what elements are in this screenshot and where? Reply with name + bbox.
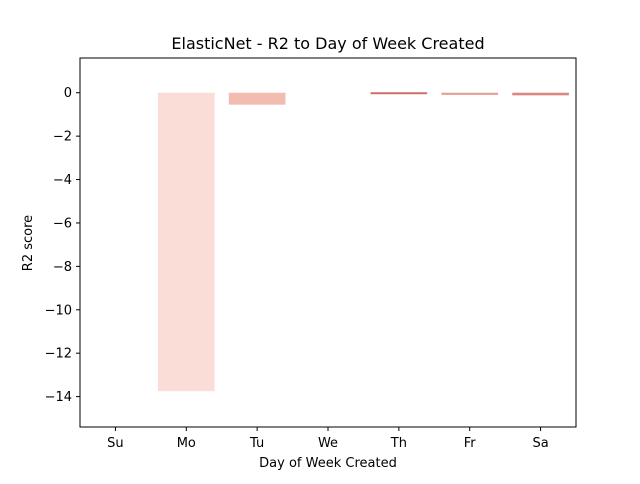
y-tick-label: −6 [53, 216, 72, 231]
x-tick-label-th: Th [390, 436, 407, 451]
plot-frame [79, 57, 577, 428]
y-tick-label: −10 [45, 303, 72, 318]
y-tick-label: −4 [53, 173, 72, 188]
bars-layer [157, 92, 569, 392]
y-tick-label: 0 [64, 86, 72, 101]
x-tick-label-mo: Mo [177, 436, 196, 451]
y-tick-label: −14 [45, 390, 72, 405]
chart-title: ElasticNet - R2 to Day of Week Created [171, 34, 484, 53]
y-tick-label: −8 [53, 260, 72, 275]
y-tick-label: −12 [45, 347, 72, 362]
x-tick-label-tu: Tu [249, 436, 264, 451]
x-tick-label-su: Su [107, 436, 124, 451]
y-tick-label: −2 [53, 130, 72, 145]
bar-th [370, 92, 428, 95]
bar-sa [512, 92, 569, 96]
bar-mo [157, 92, 215, 392]
x-tick-label-we: We [318, 436, 338, 451]
bar-tu [228, 92, 286, 105]
y-axis-label: R2 score [21, 215, 36, 271]
x-axis-label: Day of Week Created [259, 456, 397, 471]
x-tick-label-fr: Fr [464, 436, 477, 451]
x-tick-label-sa: Sa [532, 436, 548, 451]
bar-fr [441, 92, 499, 95]
axes-layer: 0 −2 −4 −6 −8 −10 −12 −14 Su Mo Tu We Th Fr Sa [45, 57, 577, 451]
